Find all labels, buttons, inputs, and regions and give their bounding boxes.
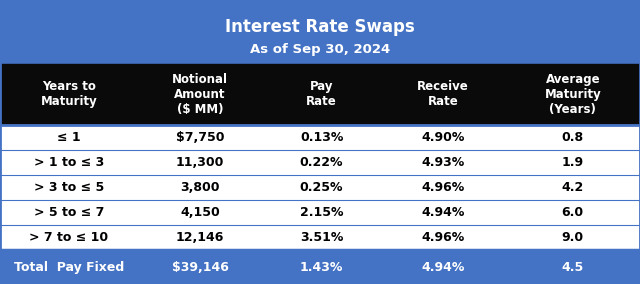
Text: 4.94%: 4.94%: [422, 261, 465, 274]
Text: 4,150: 4,150: [180, 206, 220, 219]
Text: Total  Pay Fixed: Total Pay Fixed: [13, 261, 124, 274]
Text: 4.93%: 4.93%: [422, 156, 465, 169]
Text: 4.2: 4.2: [562, 181, 584, 194]
Bar: [0, 175, 640, 200]
Text: 4.96%: 4.96%: [422, 231, 465, 245]
Bar: [0, 0, 640, 64]
Text: 1.43%: 1.43%: [300, 261, 343, 274]
Text: Receive
Rate: Receive Rate: [417, 80, 469, 108]
Text: > 5 to ≤ 7: > 5 to ≤ 7: [34, 206, 104, 219]
Text: ≤ 1: ≤ 1: [57, 131, 81, 144]
Text: 0.13%: 0.13%: [300, 131, 343, 144]
Text: > 1 to ≤ 3: > 1 to ≤ 3: [34, 156, 104, 169]
Bar: [0, 250, 640, 284]
Text: 3,800: 3,800: [180, 181, 220, 194]
Bar: [0, 225, 640, 250]
Text: Notional
Amount
($ MM): Notional Amount ($ MM): [172, 73, 228, 116]
Text: 4.90%: 4.90%: [422, 131, 465, 144]
Text: 0.22%: 0.22%: [300, 156, 343, 169]
Text: 4.94%: 4.94%: [422, 206, 465, 219]
Text: > 3 to ≤ 5: > 3 to ≤ 5: [34, 181, 104, 194]
Text: 3.51%: 3.51%: [300, 231, 343, 245]
Text: 1.9: 1.9: [562, 156, 584, 169]
Text: > 7 to ≤ 10: > 7 to ≤ 10: [29, 231, 108, 245]
Bar: [0, 200, 640, 225]
Bar: [0, 125, 640, 150]
Text: $7,750: $7,750: [176, 131, 224, 144]
Text: 4.96%: 4.96%: [422, 181, 465, 194]
Text: 0.8: 0.8: [562, 131, 584, 144]
Bar: [0, 150, 640, 175]
Text: Interest Rate Swaps: Interest Rate Swaps: [225, 18, 415, 36]
Text: 0.25%: 0.25%: [300, 181, 343, 194]
Bar: [0, 64, 640, 125]
Text: 11,300: 11,300: [176, 156, 224, 169]
Text: 4.5: 4.5: [562, 261, 584, 274]
Text: 9.0: 9.0: [562, 231, 584, 245]
Text: As of Sep 30, 2024: As of Sep 30, 2024: [250, 43, 390, 56]
Text: $39,146: $39,146: [172, 261, 228, 274]
Text: Average
Maturity
(Years): Average Maturity (Years): [545, 73, 601, 116]
Text: Pay
Rate: Pay Rate: [306, 80, 337, 108]
Text: Years to
Maturity: Years to Maturity: [40, 80, 97, 108]
Text: 6.0: 6.0: [562, 206, 584, 219]
Text: 2.15%: 2.15%: [300, 206, 343, 219]
Text: 12,146: 12,146: [176, 231, 224, 245]
